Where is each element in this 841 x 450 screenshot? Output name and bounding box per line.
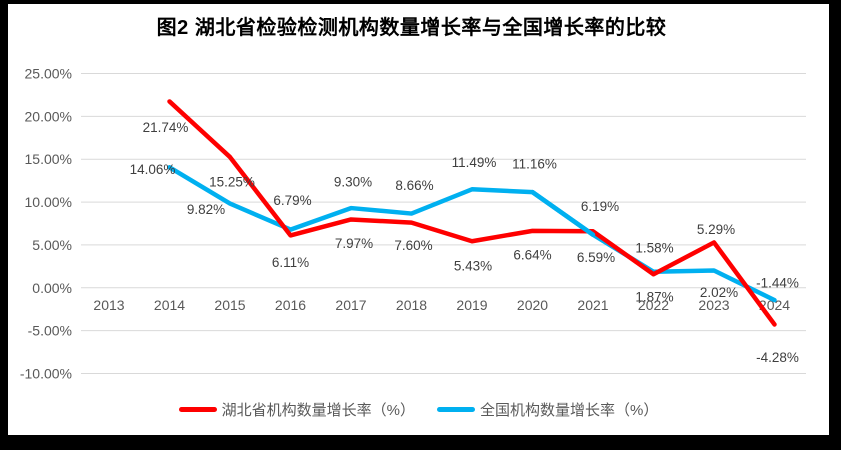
data-label: 21.74% (143, 120, 189, 135)
data-label: 11.16% (512, 157, 557, 172)
legend-line-sample-hubei (178, 407, 217, 412)
x-tick-label: 2024 (759, 297, 790, 313)
data-label: 7.97% (335, 236, 373, 251)
data-label: -4.28% (756, 350, 799, 365)
x-tick-label: 2023 (698, 297, 729, 313)
x-tick-label: 2020 (517, 297, 548, 313)
y-tick-label: 20.00% (25, 108, 72, 124)
x-tick-label: 2016 (275, 297, 306, 313)
data-label: 6.59% (577, 250, 615, 265)
data-label: 9.30% (334, 175, 372, 190)
data-label: -1.44% (756, 276, 799, 291)
x-tick-label: 2022 (638, 297, 669, 313)
data-label: 6.79% (273, 193, 311, 208)
data-label: 1.87% (635, 289, 673, 304)
data-label: 6.64% (513, 247, 551, 262)
data-label: 11.49% (452, 155, 497, 170)
series-line-hubei (167, 99, 777, 327)
y-tick-label: -10.00% (20, 366, 72, 382)
legend-line-sample-national (437, 407, 475, 412)
chart-title: 图2 湖北省检验检测机构数量增长率与全国增长率的比较 (156, 17, 667, 39)
data-label: 7.60% (394, 238, 432, 253)
data-label: 5.29% (697, 222, 735, 237)
data-label: 6.19% (581, 199, 619, 214)
data-label: 6.11% (272, 255, 309, 270)
x-tick-label: 2018 (396, 297, 427, 313)
y-tick-label: 5.00% (32, 237, 72, 253)
series-line-national (167, 165, 777, 303)
legend-label-national: 全国机构数量增长率（%） (480, 402, 659, 419)
y-tick-label: -5.00% (28, 323, 72, 339)
legend-item-national: 全国机构数量增长率（%） (437, 399, 658, 420)
chart-legend: 湖北省机构数量增长率（%） 全国机构数量增长率（%） (8, 399, 829, 420)
y-tick-label: 25.00% (25, 66, 72, 82)
x-tick-label: 2013 (93, 297, 124, 313)
data-label: 1.58% (635, 241, 673, 256)
data-label: 2.02% (700, 285, 738, 300)
legend-label-hubei: 湖北省机构数量增长率（%） (221, 402, 415, 419)
legend-item-hubei: 湖北省机构数量增长率（%） (178, 399, 415, 420)
x-tick-label: 2019 (456, 297, 487, 313)
x-tick-label: 2017 (335, 297, 366, 313)
y-tick-label: 0.00% (32, 280, 72, 296)
data-label: 15.25% (209, 175, 255, 190)
x-tick-label: 2021 (577, 297, 608, 313)
x-tick-label: 2015 (214, 297, 245, 313)
series-line-national-overlay (530, 189, 596, 237)
y-tick-label: 10.00% (25, 194, 72, 210)
y-tick-label: 15.00% (25, 151, 72, 167)
chart-background (8, 4, 829, 435)
x-tick-label: 2014 (154, 297, 185, 313)
data-label: 8.66% (395, 178, 433, 193)
data-label: 5.43% (454, 259, 492, 274)
data-label: 14.06% (130, 162, 176, 177)
data-label: 9.82% (187, 202, 225, 217)
